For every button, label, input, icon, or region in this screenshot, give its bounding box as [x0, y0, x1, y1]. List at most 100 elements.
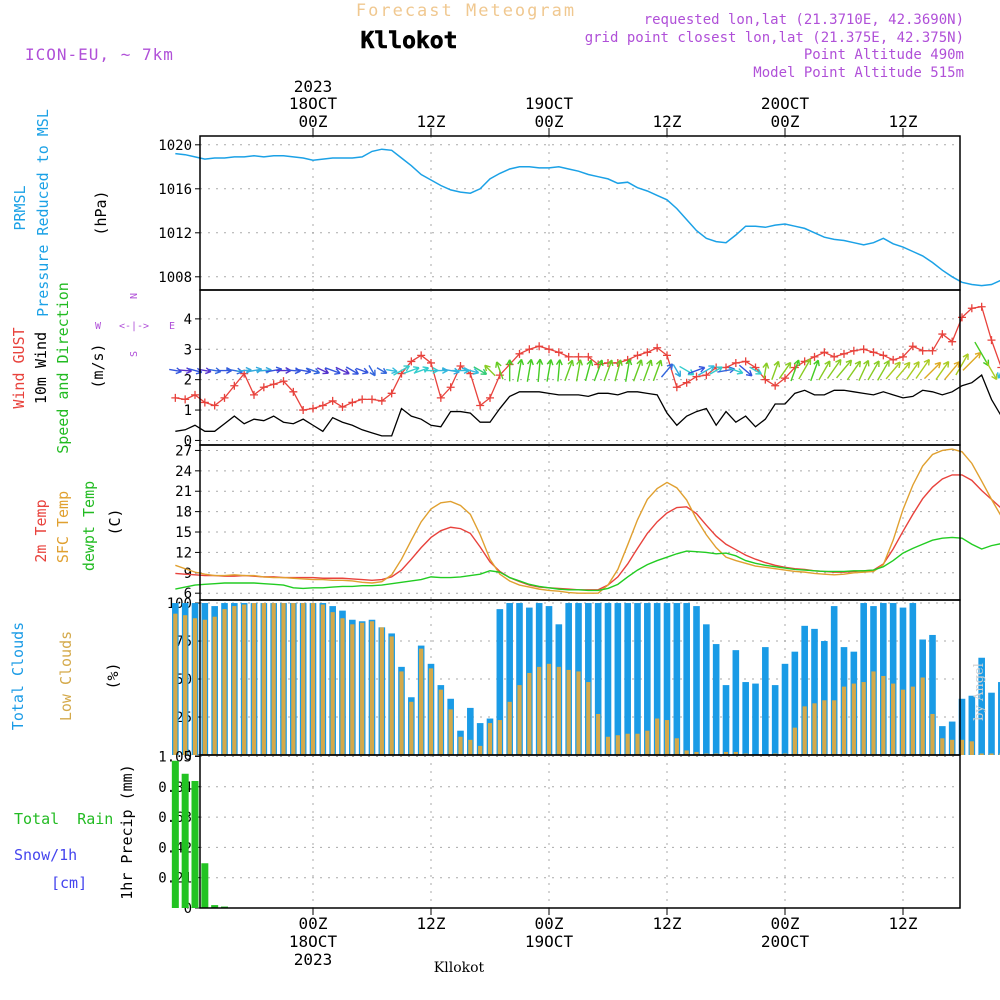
low-cloud-bar — [497, 720, 502, 755]
low-cloud-bar — [389, 636, 394, 755]
wind-direction-arrow — [506, 359, 514, 382]
wind-direction-arrow — [885, 361, 901, 380]
gust-marker — [869, 348, 878, 357]
wind-direction-arrow — [798, 358, 812, 380]
total-cloud-bar — [811, 628, 818, 755]
low-cloud-bar — [428, 668, 434, 755]
wind-direction-arrow — [516, 358, 525, 382]
bottom-hour-label: 00Z — [299, 914, 328, 933]
wind-direction-arrow — [790, 359, 801, 382]
panel-frame — [199, 754, 961, 909]
gust-marker — [840, 349, 848, 358]
total-cloud-bar — [801, 625, 808, 755]
low-cloud-bar — [802, 706, 807, 755]
wind-direction-arrow — [536, 358, 544, 382]
wind-direction-arrow — [762, 362, 770, 379]
low-cloud-bar — [910, 686, 915, 755]
wind-direction-arrow — [877, 360, 890, 381]
total-cloud-bar — [988, 692, 995, 755]
ytick-label: 2 — [184, 373, 192, 389]
temp2m-label: 2m Temp — [32, 499, 50, 562]
wind-direction-label: Speed and Direction — [54, 282, 72, 454]
gust-marker — [476, 401, 485, 410]
gust-marker — [781, 374, 789, 383]
total-cloud-bar — [732, 650, 740, 755]
top-date-label: 20OCT — [761, 94, 810, 113]
total-cloud-bar — [673, 603, 681, 755]
total-cloud-bar — [663, 603, 671, 755]
low-cloud-bar — [173, 613, 178, 755]
wind-direction-arrow — [335, 366, 350, 375]
total-cloud-bar — [791, 651, 799, 755]
gust-marker — [908, 342, 917, 351]
bottom-hour-label: 00Z — [535, 914, 564, 933]
bottom-hour-label: 12Z — [653, 914, 682, 933]
location-title: Kllokot — [361, 28, 458, 54]
gust-marker — [948, 337, 957, 346]
ytick-label: 1012 — [158, 226, 192, 242]
wind-direction-arrow — [923, 361, 942, 380]
low-cloud-bar — [586, 682, 591, 755]
low-cloud-bar — [242, 604, 247, 755]
wind-speed-line — [175, 374, 1000, 437]
low-cloud-bar — [782, 753, 788, 755]
total-cloud-bar — [958, 698, 966, 755]
low-cloud-bar — [674, 738, 679, 755]
low-cloud-bar — [861, 682, 866, 755]
low-clouds-label: Low Clouds — [57, 631, 75, 721]
wind-direction-arrow — [660, 363, 674, 378]
low-cloud-bar — [891, 683, 896, 755]
wind-direction-arrow — [679, 365, 695, 376]
low-cloud-bar — [340, 618, 345, 755]
low-cloud-bar — [615, 735, 620, 755]
low-cloud-bar — [192, 618, 198, 755]
wind-direction-arrow — [393, 365, 411, 376]
ytick-label: 18 — [175, 505, 192, 521]
low-cloud-bar — [920, 677, 925, 755]
gust-marker — [977, 302, 986, 311]
total-cloud-bar — [909, 603, 917, 755]
wind-direction-arrow — [810, 359, 820, 382]
wind-direction-arrow — [368, 364, 376, 377]
ytick-label: 1008 — [158, 270, 192, 286]
ytick-label: 15 — [175, 525, 192, 541]
gust-marker — [181, 395, 190, 404]
wind-direction-arrow — [836, 359, 853, 379]
low-cloud-bar — [546, 663, 552, 755]
gust-marker — [672, 383, 681, 392]
gust-marker — [859, 345, 868, 354]
model-label: ICON-EU, ~ 7km — [25, 45, 174, 64]
total-cloud-bar — [653, 603, 661, 755]
wind-direction-arrow — [575, 359, 583, 382]
gust-marker — [663, 351, 671, 360]
ytick-label: 12 — [175, 545, 192, 561]
total-cloud-bar — [712, 644, 720, 755]
wind-direction-arrow — [386, 367, 398, 375]
wind-direction-arrow — [564, 359, 575, 382]
gust-marker — [682, 378, 691, 387]
low-cloud-bar — [379, 627, 384, 755]
wind-direction-arrow — [495, 361, 504, 380]
low-cloud-bar — [694, 751, 699, 755]
total-cloud-bar — [762, 647, 769, 755]
gust-marker — [810, 352, 819, 361]
low-cloud-bar — [822, 700, 827, 755]
low-cloud-bar — [851, 683, 856, 755]
rain-bar — [171, 760, 179, 908]
low-cloud-bar — [271, 603, 276, 755]
low-cloud-bar — [301, 603, 306, 755]
low-cloud-bar — [576, 671, 581, 755]
low-cloud-bar — [792, 727, 797, 755]
clouds-panel: 0255075100 — [167, 596, 1000, 764]
wind-direction-arrow — [461, 367, 480, 375]
low-cloud-bar — [251, 603, 257, 755]
ytick-label: 21 — [175, 484, 192, 500]
total-rain-label: Total Rain — [14, 810, 113, 828]
ytick-label: 0 — [184, 748, 192, 764]
total-cloud-bar — [683, 603, 690, 755]
low-cloud-bar — [419, 648, 424, 755]
gust-marker — [338, 403, 347, 412]
wind-gust-label: Wind GUST — [10, 327, 28, 408]
low-cloud-bar — [664, 720, 670, 755]
